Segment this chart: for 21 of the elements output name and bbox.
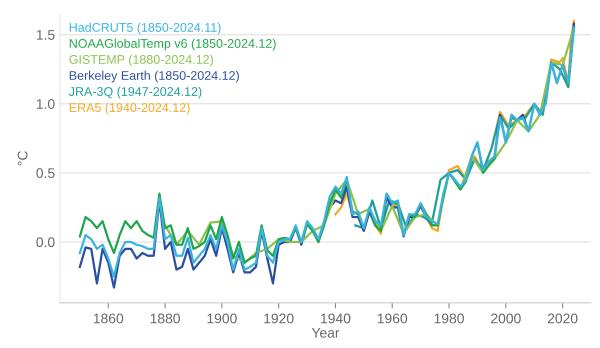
x-tick-label: 1980: [434, 314, 464, 324]
x-tick-label: 1860: [94, 314, 124, 324]
x-tick-label: 2000: [491, 314, 521, 324]
text: ERA5 (1940-2024.12): [70, 102, 190, 114]
y-tick-label: 1.5: [36, 30, 55, 40]
x-tick-label: 1900: [207, 314, 237, 324]
x-tick-label: 2020: [548, 314, 578, 324]
y-tick-label: 0.0: [36, 237, 55, 248]
text: GISTEMP (1880-2024.12): [69, 54, 213, 66]
x-axis-title: Year: [312, 328, 340, 338]
x-tick-label: 1960: [378, 314, 408, 324]
y-tick-label: 0.5: [36, 168, 55, 178]
y-axis-title: °C: [18, 151, 28, 166]
x-tick-label: 1880: [150, 314, 180, 324]
text: Berkeley Earth (1850-2024.12): [70, 70, 239, 82]
text: JRA-3Q (1947-2024.12): [68, 86, 202, 98]
text: NOAAGlobalTemp v6 (1850-2024.12): [70, 38, 276, 50]
text: HadCRUT5 (1850-2024.11): [70, 22, 221, 34]
x-tick-label: 1920: [264, 314, 294, 324]
y-tick-label: 1.0: [36, 99, 55, 109]
x-tick-label: 1940: [321, 314, 350, 324]
